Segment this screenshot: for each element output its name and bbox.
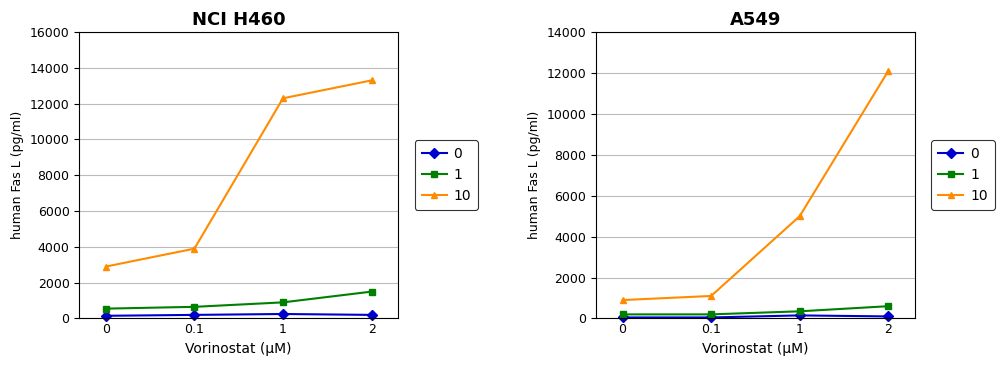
- 0: [277, 312, 289, 316]
- Line: 10: 10: [619, 68, 892, 304]
- X-axis label: Vorinostat (μM): Vorinostat (μM): [185, 342, 292, 356]
- 0: [188, 313, 200, 317]
- Line: 1: 1: [103, 288, 375, 312]
- 0: [705, 315, 717, 320]
- X-axis label: Vorinostat (μM): Vorinostat (μM): [702, 342, 809, 356]
- 10: [794, 214, 806, 218]
- Title: NCI H460: NCI H460: [192, 11, 286, 29]
- Line: 0: 0: [103, 310, 375, 319]
- 10: [366, 78, 378, 83]
- Legend: 0, 1, 10: 0, 1, 10: [415, 140, 478, 210]
- Legend: 0, 1, 10: 0, 1, 10: [931, 140, 995, 210]
- 0: [616, 315, 628, 320]
- 10: [188, 247, 200, 251]
- Y-axis label: human Fas L (pg/ml): human Fas L (pg/ml): [11, 111, 24, 239]
- Title: A549: A549: [730, 11, 781, 29]
- Line: 1: 1: [619, 303, 892, 318]
- 0: [100, 313, 112, 318]
- 10: [705, 294, 717, 298]
- 10: [277, 96, 289, 101]
- 1: [794, 309, 806, 313]
- Line: 10: 10: [103, 77, 375, 270]
- 1: [277, 300, 289, 305]
- Y-axis label: human Fas L (pg/ml): human Fas L (pg/ml): [528, 111, 541, 239]
- 10: [100, 264, 112, 269]
- 1: [188, 305, 200, 309]
- 1: [366, 290, 378, 294]
- 0: [882, 314, 894, 319]
- 10: [616, 298, 628, 302]
- 1: [100, 306, 112, 311]
- 0: [366, 313, 378, 317]
- 1: [705, 312, 717, 317]
- Line: 0: 0: [619, 312, 892, 321]
- 10: [882, 69, 894, 73]
- 1: [616, 312, 628, 317]
- 1: [882, 304, 894, 308]
- 0: [794, 313, 806, 317]
